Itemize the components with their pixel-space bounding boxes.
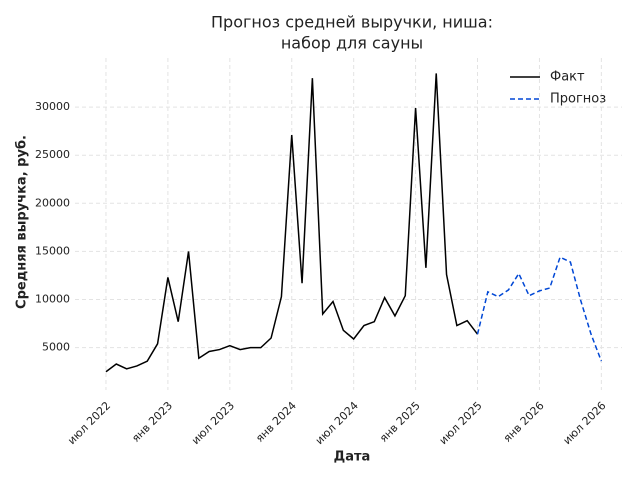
y-tick-label: 30000 [35,100,70,113]
legend-label: Факт [550,70,585,85]
y-tick-label: 20000 [35,196,70,209]
y-tick-label: 15000 [35,244,70,257]
x-tick-label: июл 2024 [313,399,361,447]
x-tick-label: июл 2025 [437,399,485,447]
x-tick-label: янв 2026 [501,399,547,445]
chart-title: Прогноз средней выручки, ниша: [211,13,493,32]
data-line [476,256,603,362]
x-tick-label: июл 2022 [65,399,113,447]
y-tick-label: 10000 [35,293,70,306]
x-tick-label: янв 2024 [253,399,299,445]
legend-label: Прогноз [550,92,606,107]
y-axis-label: Средняя выручка, руб. [15,135,30,309]
x-tick-label: июл 2026 [561,399,609,447]
y-tick-label: 5000 [42,341,70,354]
x-tick-label: янв 2025 [377,399,423,445]
y-tick-label: 25000 [35,148,70,161]
chart-title: набор для сауны [281,34,423,53]
x-tick-label: янв 2023 [129,399,175,445]
data-line [105,73,479,373]
x-axis-label: Дата [334,450,371,465]
x-tick-label: июл 2023 [189,399,237,447]
